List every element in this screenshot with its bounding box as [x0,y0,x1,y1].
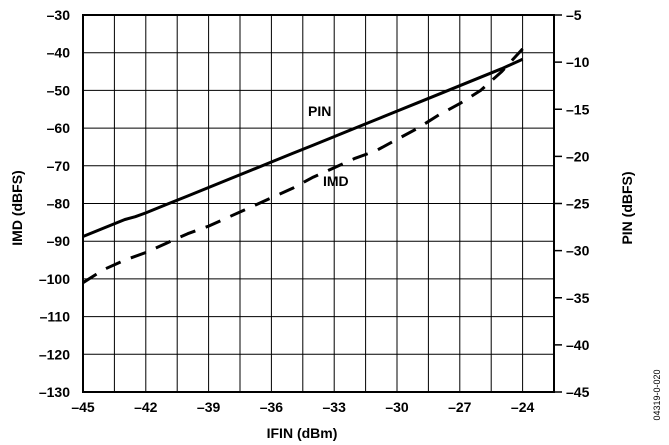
series-label-imd: IMD [323,173,349,189]
x-tick-label: –27 [448,399,472,415]
left-y-tick-labels: –30 –40 –50 –60 –70 –80 –90 –100 –110 –120 –130 [39,7,70,400]
x-tick-label: –42 [134,399,158,415]
series-label-pin: PIN [308,103,331,119]
right-y-tick-label: –40 [566,337,590,353]
right-y-tick-label: –20 [566,148,590,164]
right-y-tick-label: –35 [566,290,590,306]
x-tick-label: –24 [511,399,535,415]
left-y-tick-label: –60 [47,120,71,136]
left-y-tick-label: –40 [47,45,71,61]
x-axis-title: IFIN (dBm) [267,425,338,441]
grid [83,15,554,392]
right-y-tick-label: –45 [566,384,590,400]
figure-id: 04319-0-020 [652,369,662,420]
series-imd-line [82,47,524,284]
left-y-axis-title: IMD (dBFS) [9,170,25,245]
left-y-tick-label: –50 [47,82,71,98]
series-lines [82,47,524,284]
x-tick-label: –39 [197,399,221,415]
x-tick-labels: –45 –42 –39 –36 –33 –30 –27 –24 [71,399,534,415]
left-y-tick-label: –30 [47,7,71,23]
left-y-tick-label: –100 [39,271,70,287]
left-y-tick-label: –90 [47,233,71,249]
right-y-tick-labels: –5 –10 –15 –20 –25 –30 –35 –40 –45 [554,7,590,400]
series-pin-line [82,57,524,238]
x-tick-label: –45 [71,399,95,415]
right-y-axis-title: PIN (dBFS) [619,171,635,244]
right-y-tick-label: –15 [566,101,590,117]
right-y-tick-label: –5 [566,7,582,23]
right-y-tick-label: –10 [566,54,590,70]
left-y-tick-label: –120 [39,346,70,362]
right-y-tick-label: –25 [566,196,590,212]
x-tick-label: –36 [260,399,284,415]
left-y-tick-label: –80 [47,196,71,212]
x-tick-label: –33 [323,399,347,415]
x-tick-label: –30 [385,399,409,415]
left-y-tick-label: –130 [39,384,70,400]
left-y-tick-label: –70 [47,158,71,174]
right-y-tick-label: –30 [566,243,590,259]
left-y-tick-label: –110 [40,309,71,325]
